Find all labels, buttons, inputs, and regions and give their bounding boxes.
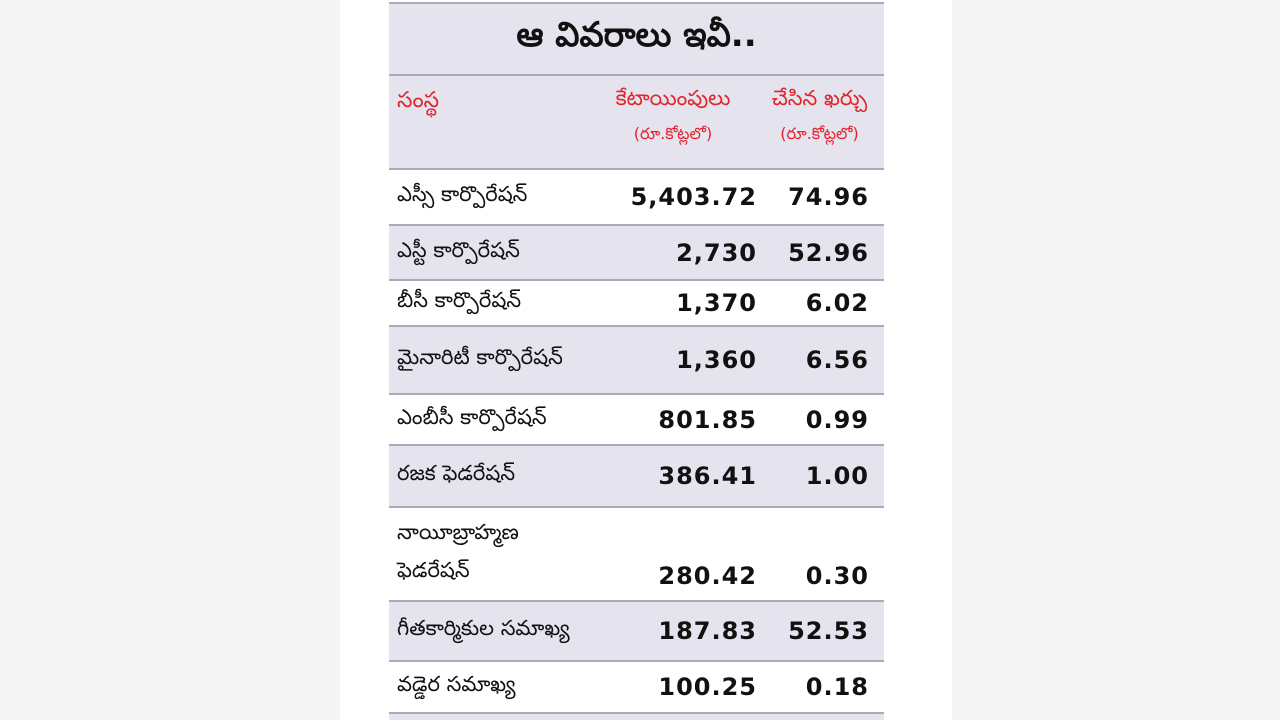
row-entity: బీసీ కార్పొరేషన్ [397,288,522,312]
row-entity: ఎస్టీ కార్పొరేషన్ [397,237,520,262]
row-entity: మైనారిటీ కార్పొరేషన్ [397,345,563,369]
table-title: ఆ వివరాలు ఇవీ.. [389,2,884,76]
row-allocation: 187.83 [658,617,757,645]
table-row: బీసీ కార్పొరేషన్ 1,370 6.02 [389,281,884,327]
row-allocation: 100.25 [658,673,757,701]
allocation-table: ఆ వివరాలు ఇవీ.. సంస్థ కేటాయింపులు (రూ.కో… [389,2,884,720]
row-spent: 0.18 [805,673,869,701]
header-spent: చేసిన ఖర్చు (రూ.కోట్లలో) [755,86,884,147]
table-row: ఎంబీసీ కార్పొరేషన్ 801.85 0.99 [389,395,884,446]
row-spent: 74.96 [788,183,869,211]
row-entity: ఎంబీసీ కార్పొరేషన్ [397,404,547,429]
row-entity: గీతకార్మికుల సమాఖ్య [397,616,570,640]
page: ఆ వివరాలు ఇవీ.. సంస్థ కేటాయింపులు (రూ.కో… [340,0,952,720]
row-spent: 0.99 [805,405,869,434]
table-row: నాయీబ్రాహ్మణ ఫెడరేషన్ 280.42 0.30 [389,508,884,602]
row-allocation: 801.85 [658,405,757,434]
row-spent: 52.53 [788,617,869,645]
row-spent: 6.02 [805,289,869,317]
row-entity: వడ్డెర సమాఖ్య [397,672,516,696]
row-allocation: 386.41 [658,462,757,490]
header-allocation: కేటాయింపులు (రూ.కోట్లలో) [597,86,749,147]
header-spent-unit: (రూ.కోట్లలో) [780,124,859,143]
table-row: గీతకార్మికుల సమాఖ్య 187.83 52.53 [389,602,884,662]
row-spent: 6.56 [805,346,869,374]
header-allocation-unit: (రూ.కోట్లలో) [633,124,713,143]
row-allocation: 2,730 [676,238,757,267]
table-header: సంస్థ కేటాయింపులు (రూ.కోట్లలో) చేసిన ఖర్… [389,76,884,170]
row-entity-line1: నాయీబ్రాహ్మణ [397,520,519,544]
header-spent-label: చేసిన ఖర్చు [771,86,868,110]
row-entity: రజక ఫెడరేషన్ [397,461,516,485]
row-spent: 1.00 [805,462,869,490]
row-allocation: 1,370 [676,289,757,317]
header-allocation-label: కేటాయింపులు [615,86,731,110]
table-row: ఎస్సీ కార్పొరేషన్ 5,403.72 74.96 [389,170,884,226]
table-row: ఎస్టీ కార్పొరేషన్ 2,730 52.96 [389,226,884,281]
row-entity-line2: ఫెడరేషన్ [397,558,470,582]
table-bottom-band [389,714,884,720]
header-entity: సంస్థ [397,88,440,113]
row-entity: ఎస్సీ కార్పొరేషన్ [397,182,528,206]
table-row: వడ్డెర సమాఖ్య 100.25 0.18 [389,662,884,714]
row-allocation: 5,403.72 [630,183,757,211]
row-allocation: 1,360 [676,346,757,374]
table-row: మైనారిటీ కార్పొరేషన్ 1,360 6.56 [389,327,884,395]
row-allocation: 280.42 [658,562,757,590]
row-spent: 0.30 [805,562,869,590]
table-row: రజక ఫెడరేషన్ 386.41 1.00 [389,446,884,508]
row-spent: 52.96 [788,238,869,267]
